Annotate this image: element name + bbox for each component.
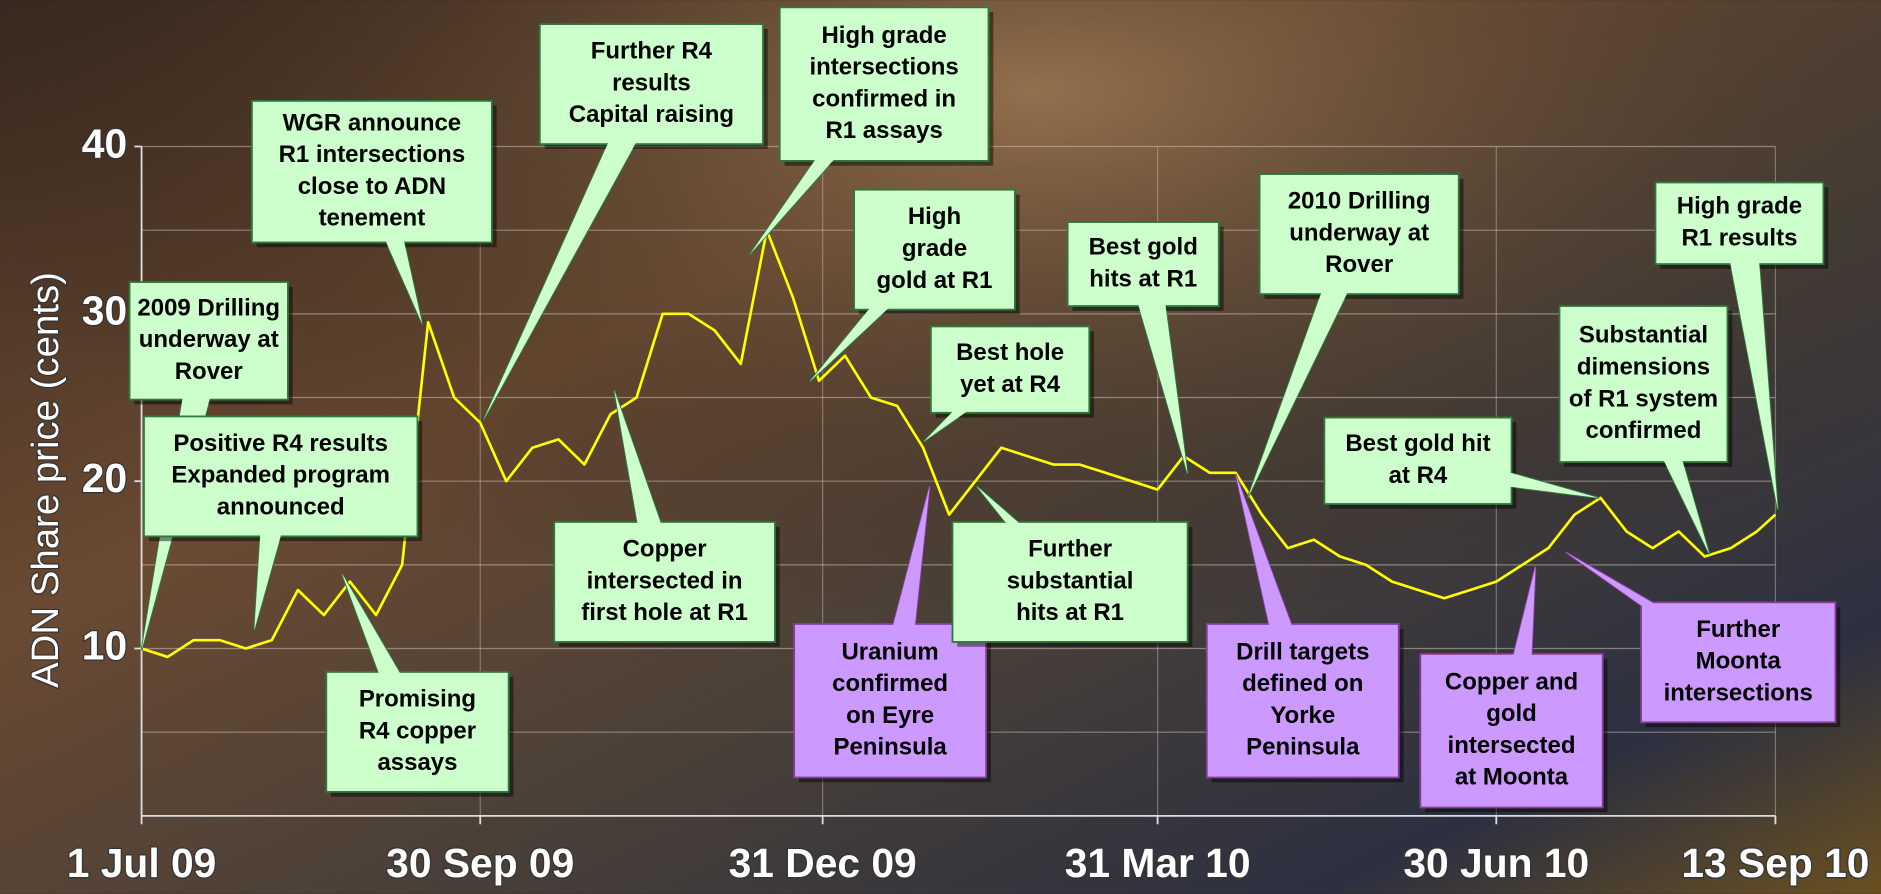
callout-text: Best gold xyxy=(1089,234,1198,261)
callout-text: hits at R1 xyxy=(1089,265,1197,292)
callout-text: first hole at R1 xyxy=(581,599,748,626)
callout-text: Drill targets xyxy=(1236,638,1369,665)
callout-text: close to ADN xyxy=(298,173,446,200)
callout-text: at Moonta xyxy=(1455,764,1569,791)
callout-text: Best gold hit xyxy=(1345,430,1490,457)
x-tick-label: 30 Jun 10 xyxy=(1403,840,1589,886)
callout-text: results xyxy=(612,69,691,96)
callout-text: Promising xyxy=(359,685,476,712)
callout-text: of R1 system xyxy=(1569,385,1718,412)
callout-text: Further R4 xyxy=(591,38,713,65)
callout-text: confirmed xyxy=(1585,417,1701,444)
callout-text: Copper and xyxy=(1445,668,1578,695)
callout-text: Moonta xyxy=(1696,648,1782,675)
callout-text: substantial xyxy=(1007,567,1134,594)
chart: ADN Share price (cents) 1 Jul 09 30 Sep 0… xyxy=(0,0,1881,894)
callout-text: 2010 Drilling xyxy=(1288,188,1431,215)
callout-text: R4 copper xyxy=(359,717,476,744)
callout-text: Further xyxy=(1696,616,1780,643)
callout-text: Rover xyxy=(175,358,243,385)
callout-text: Peninsula xyxy=(1246,734,1360,761)
callout-text: announced xyxy=(217,494,345,521)
callout-text: High grade xyxy=(821,22,946,49)
callout-text: hits at R1 xyxy=(1016,599,1124,626)
x-tick-label: 30 Sep 09 xyxy=(386,840,574,886)
callout-text: yet at R4 xyxy=(960,371,1061,398)
callout-text: at R4 xyxy=(1389,462,1448,489)
callout-text: confirmed in xyxy=(812,85,956,112)
callout-text: Substantial xyxy=(1579,322,1708,349)
callout-text: Copper xyxy=(623,536,707,563)
callout-text: assays xyxy=(377,749,457,776)
x-tick-label: 31 Mar 10 xyxy=(1065,840,1251,886)
callout-text: on Eyre xyxy=(846,702,934,729)
callout-text: dimensions xyxy=(1577,353,1710,380)
y-tick-label: 30 xyxy=(82,288,127,334)
page: ADN Share price (cents) 1 Jul 09 30 Sep 0… xyxy=(0,0,1881,894)
callout-text: intersected in xyxy=(587,567,743,594)
callout-text: intersected xyxy=(1448,732,1576,759)
callout-text: High xyxy=(908,203,961,230)
callout-text: R1 assays xyxy=(825,117,942,144)
callout-text: gold at R1 xyxy=(877,267,993,294)
callout-text: Rover xyxy=(1325,251,1393,278)
callout-text: R1 intersections xyxy=(279,141,466,168)
callout-text: High grade xyxy=(1677,193,1802,220)
x-tick-label: 13 Sep 10 xyxy=(1681,840,1869,886)
callout-text: intersections xyxy=(1664,679,1813,706)
y-tick-label: 10 xyxy=(82,622,127,668)
y-tick-label: 20 xyxy=(82,455,127,501)
callout-text: underway at xyxy=(1289,219,1429,246)
callout-text: WGR announce xyxy=(283,109,462,136)
x-tick-label: 1 Jul 09 xyxy=(67,840,217,886)
callout-text: grade xyxy=(902,235,967,262)
callout-text: R1 results xyxy=(1681,225,1797,252)
callout-text: confirmed xyxy=(832,670,948,697)
callout-text: intersections xyxy=(809,54,958,81)
callout-text: gold xyxy=(1486,700,1537,727)
callout-text: underway at xyxy=(139,326,279,353)
callout-text: Expanded program xyxy=(171,462,390,489)
y-axis-label: ADN Share price (cents) xyxy=(24,272,67,688)
callout-text: Yorke xyxy=(1270,702,1335,729)
x-tick-label: 31 Dec 09 xyxy=(729,840,917,886)
callout-text: Positive R4 results xyxy=(173,430,388,457)
callout-text: tenement xyxy=(319,205,426,232)
y-tick-label: 40 xyxy=(82,120,127,166)
callout-text: 2009 Drilling xyxy=(137,294,280,321)
callout-text: Uranium xyxy=(841,638,938,665)
callout-text: defined on xyxy=(1242,670,1363,697)
callout-text: Best hole xyxy=(956,339,1064,366)
callout-text: Peninsula xyxy=(833,734,947,761)
callout-text: Capital raising xyxy=(569,101,734,128)
callout-text: Further xyxy=(1028,536,1112,563)
